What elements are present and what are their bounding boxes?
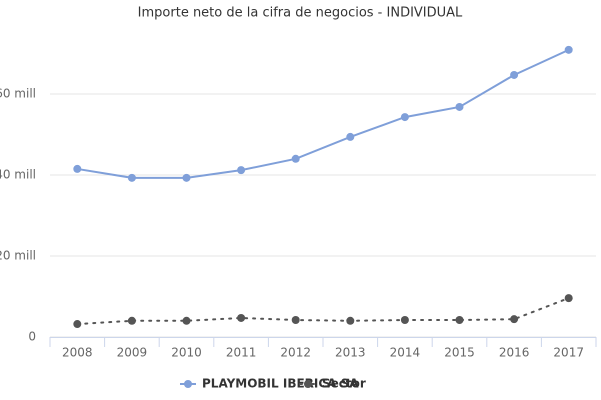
data-point [182, 316, 191, 325]
x-tick-label: 2011 [226, 346, 257, 360]
chart-title: Importe neto de la cifra de negocios - I… [138, 6, 463, 21]
legend-marker [184, 380, 192, 388]
data-point [564, 294, 573, 303]
series-line [76, 297, 570, 326]
data-point [400, 315, 409, 324]
legend-label: Sector [322, 377, 366, 391]
x-tick-label: 2017 [553, 346, 584, 360]
y-tick-label: 60 mill [0, 87, 36, 101]
data-point [127, 173, 136, 182]
data-point [73, 320, 82, 329]
x-tick-label: 2014 [390, 346, 421, 360]
x-tick-label: 2016 [499, 346, 530, 360]
x-tick-label: 2013 [335, 346, 366, 360]
y-tick-label: 0 [28, 330, 36, 344]
data-point [346, 316, 355, 325]
data-point [400, 113, 409, 122]
data-point [510, 315, 519, 324]
x-tick-label: 2012 [280, 346, 311, 360]
data-point [291, 154, 300, 163]
data-point [346, 132, 355, 141]
x-tick-label: 2010 [171, 346, 202, 360]
data-point [237, 313, 246, 322]
x-tick-label: 2009 [117, 346, 148, 360]
x-tick-label: 2008 [62, 346, 93, 360]
data-point [455, 315, 464, 324]
legend-label: PLAYMOBIL IBERICA SA [202, 377, 359, 391]
x-tick-label: 2015 [444, 346, 475, 360]
data-point [182, 173, 191, 182]
y-tick-label: 20 mill [0, 249, 36, 263]
data-point [73, 164, 82, 173]
data-point [127, 316, 136, 325]
series-line [77, 48, 570, 179]
data-point [455, 102, 464, 111]
data-point [237, 166, 246, 175]
data-point [564, 45, 573, 54]
legend-marker [304, 380, 312, 388]
data-point [510, 70, 519, 79]
y-tick-label: 40 mill [0, 168, 36, 182]
data-point [291, 315, 300, 324]
